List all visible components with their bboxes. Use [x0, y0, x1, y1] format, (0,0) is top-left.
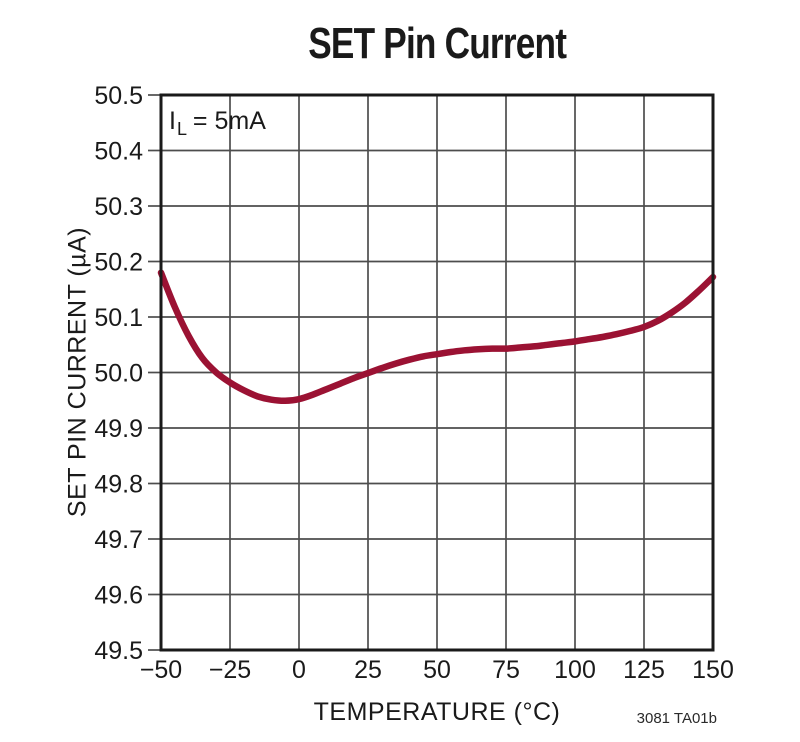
- plot-frame: [159, 93, 715, 652]
- figure-reference-code: 3081 TA01b: [636, 710, 717, 727]
- y-axis-title: SET PIN CURRENT (µA): [63, 226, 92, 518]
- x-tick-label: 150: [692, 656, 734, 684]
- y-tick-label: 50.5: [94, 82, 143, 110]
- y-tick-label: 49.7: [94, 526, 143, 554]
- y-tick-label: 50.3: [94, 193, 143, 221]
- y-tick-label: 49.9: [94, 415, 143, 443]
- y-tick-label: 50.0: [94, 360, 143, 388]
- annotation-symbol: I: [169, 107, 176, 135]
- x-tick-label: −50: [140, 656, 182, 684]
- x-axis-title: TEMPERATURE (°C): [313, 698, 561, 726]
- y-tick-label: 49.5: [94, 637, 143, 665]
- x-tick-label: −25: [209, 656, 251, 684]
- y-tick-label: 49.6: [94, 582, 143, 610]
- data-series-curve: [157, 269, 717, 405]
- y-tick-label: 50.4: [94, 138, 143, 166]
- annotation-subscript: L: [176, 119, 187, 139]
- gridlines: [161, 95, 713, 650]
- chart-title: SET Pin Current: [37, 22, 800, 66]
- x-tick-label: 50: [423, 656, 451, 684]
- y-tick-label: 50.1: [94, 304, 143, 332]
- condition-annotation: IL = 5mA: [169, 107, 266, 139]
- x-tick-label: 125: [623, 656, 665, 684]
- annotation-value: = 5mA: [185, 107, 266, 135]
- y-tick-label: 50.2: [94, 249, 143, 277]
- y-axis-ticks: [148, 94, 161, 651]
- chart-title-text: SET Pin Current: [308, 19, 567, 68]
- x-axis-tick-labels: −50 −25 0 25 50 75 100 125 150: [140, 656, 734, 684]
- x-tick-label: 75: [492, 656, 520, 684]
- x-tick-label: 100: [554, 656, 596, 684]
- y-tick-label: 49.8: [94, 471, 143, 499]
- x-tick-label: 0: [292, 656, 306, 684]
- x-tick-label: 25: [354, 656, 382, 684]
- y-axis-tick-labels: 49.5 49.6 49.7 49.8 49.9 50.0 50.1 50.2 50.3 50.4…: [94, 82, 143, 665]
